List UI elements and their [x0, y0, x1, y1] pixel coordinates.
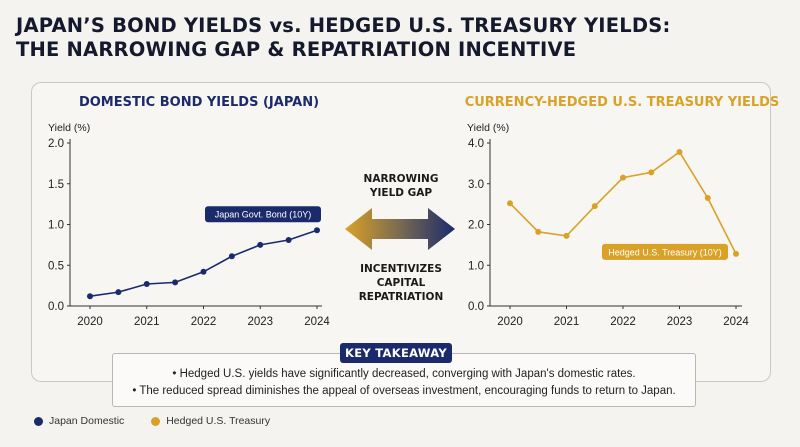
title-line-2: THE NARROWING GAP & REPATRIATION INCENTI…: [16, 38, 577, 61]
chart-title-us: CURRENCY-HEDGED U.S. TREASURY YIELDS: [465, 95, 780, 110]
legend-swatch-japan: [34, 416, 43, 426]
legend: Japan Domestic Hedged U.S. Treasury: [34, 415, 294, 429]
y-axis-label-us: Yield (%): [467, 122, 509, 134]
x-tick-label-japan: 2021: [134, 316, 160, 328]
key-takeaway-badge: KEY TAKEAWAY: [340, 343, 452, 363]
series-line-us: [509, 150, 737, 255]
legend-label-us: Hedged U.S. Treasury: [166, 415, 271, 427]
center-annotation: NARROWING YIELD GAP INCENTIVIZES CAPITAL…: [340, 172, 462, 304]
x-tick-label-us: 2021: [554, 316, 580, 328]
data-point-japan: [228, 253, 235, 260]
x-tick-label-us: 2020: [497, 316, 523, 328]
y-tick-label-japan: 2.0: [48, 138, 64, 150]
legend-item-us: Hedged U.S. Treasury: [151, 415, 270, 427]
x-tick-label-japan: 2020: [77, 316, 103, 328]
data-point-us: [535, 228, 542, 235]
incentive-label-line-1: INCENTIVIZES: [360, 263, 442, 275]
gap-label-line-1: NARROWING: [363, 173, 439, 185]
y-axis-label-japan: Yield (%): [48, 122, 90, 134]
x-tick-label-us: 2024: [723, 316, 749, 328]
data-point-japan: [172, 279, 179, 286]
data-point-us: [704, 195, 711, 202]
legend-label-japan: Japan Domestic: [49, 415, 125, 427]
data-point-japan: [285, 236, 292, 243]
data-point-japan: [200, 268, 207, 275]
y-tick-label-us: 3.0: [468, 179, 484, 191]
key-takeaway-box: • Hedged U.S. yields have significantly …: [112, 353, 696, 407]
data-point-us: [591, 203, 598, 210]
data-point-japan: [87, 293, 93, 300]
data-point-us: [620, 174, 626, 181]
gap-label-line-2: YIELD GAP: [369, 187, 433, 199]
y-tick-label-us: 0.0: [468, 301, 484, 313]
series-line-japan: [89, 229, 318, 298]
data-point-japan: [314, 227, 320, 234]
y-tick-label-japan: 1.5: [48, 179, 64, 191]
data-point-us: [507, 200, 513, 207]
data-point-us: [676, 148, 683, 155]
data-point-us: [733, 250, 739, 257]
data-point-us: [563, 232, 570, 239]
series-tag-label-japan: Japan Govt. Bond (10Y): [215, 210, 312, 220]
y-tick-label-us: 2.0: [468, 220, 484, 232]
series-tag-label-us: Hedged U.S. Treasury (10Y): [608, 247, 722, 257]
legend-item-japan: Japan Domestic: [34, 415, 124, 427]
x-tick-label-japan: 2022: [191, 316, 217, 328]
data-point-japan: [143, 280, 150, 287]
y-tick-label-japan: 0.5: [48, 260, 64, 272]
y-tick-label-us: 1.0: [468, 260, 484, 272]
data-point-us: [648, 169, 655, 176]
takeaway-bullet-2: • The reduced spread diminishes the appe…: [132, 385, 676, 397]
page-title: JAPAN’S BOND YIELDS vs. HEDGED U.S. TREA…: [16, 14, 716, 62]
chart-title-japan: DOMESTIC BOND YIELDS (JAPAN): [79, 95, 319, 110]
series-tag-bg-us: [602, 243, 728, 260]
legend-swatch-us: [151, 416, 161, 426]
x-tick-label-japan: 2023: [247, 316, 273, 328]
x-tick-label-us: 2022: [610, 316, 636, 328]
series-tag-bg-japan: [205, 206, 321, 223]
y-tick-label-us: 4.0: [468, 138, 484, 150]
data-point-japan: [257, 241, 264, 248]
incentive-label-line-3: REPATRIATION: [358, 291, 444, 303]
y-tick-label-japan: 1.0: [48, 220, 64, 232]
double-arrow-icon: [345, 208, 455, 250]
data-point-japan: [115, 289, 122, 296]
title-line-1: JAPAN’S BOND YIELDS vs. HEDGED U.S. TREA…: [16, 14, 671, 37]
y-tick-label-japan: 0.0: [48, 301, 64, 313]
takeaway-bullet-1: • Hedged U.S. yields have significantly …: [172, 368, 636, 380]
x-tick-label-us: 2023: [667, 316, 693, 328]
incentive-label-line-2: CAPITAL: [376, 277, 426, 289]
x-tick-label-japan: 2024: [304, 316, 330, 328]
